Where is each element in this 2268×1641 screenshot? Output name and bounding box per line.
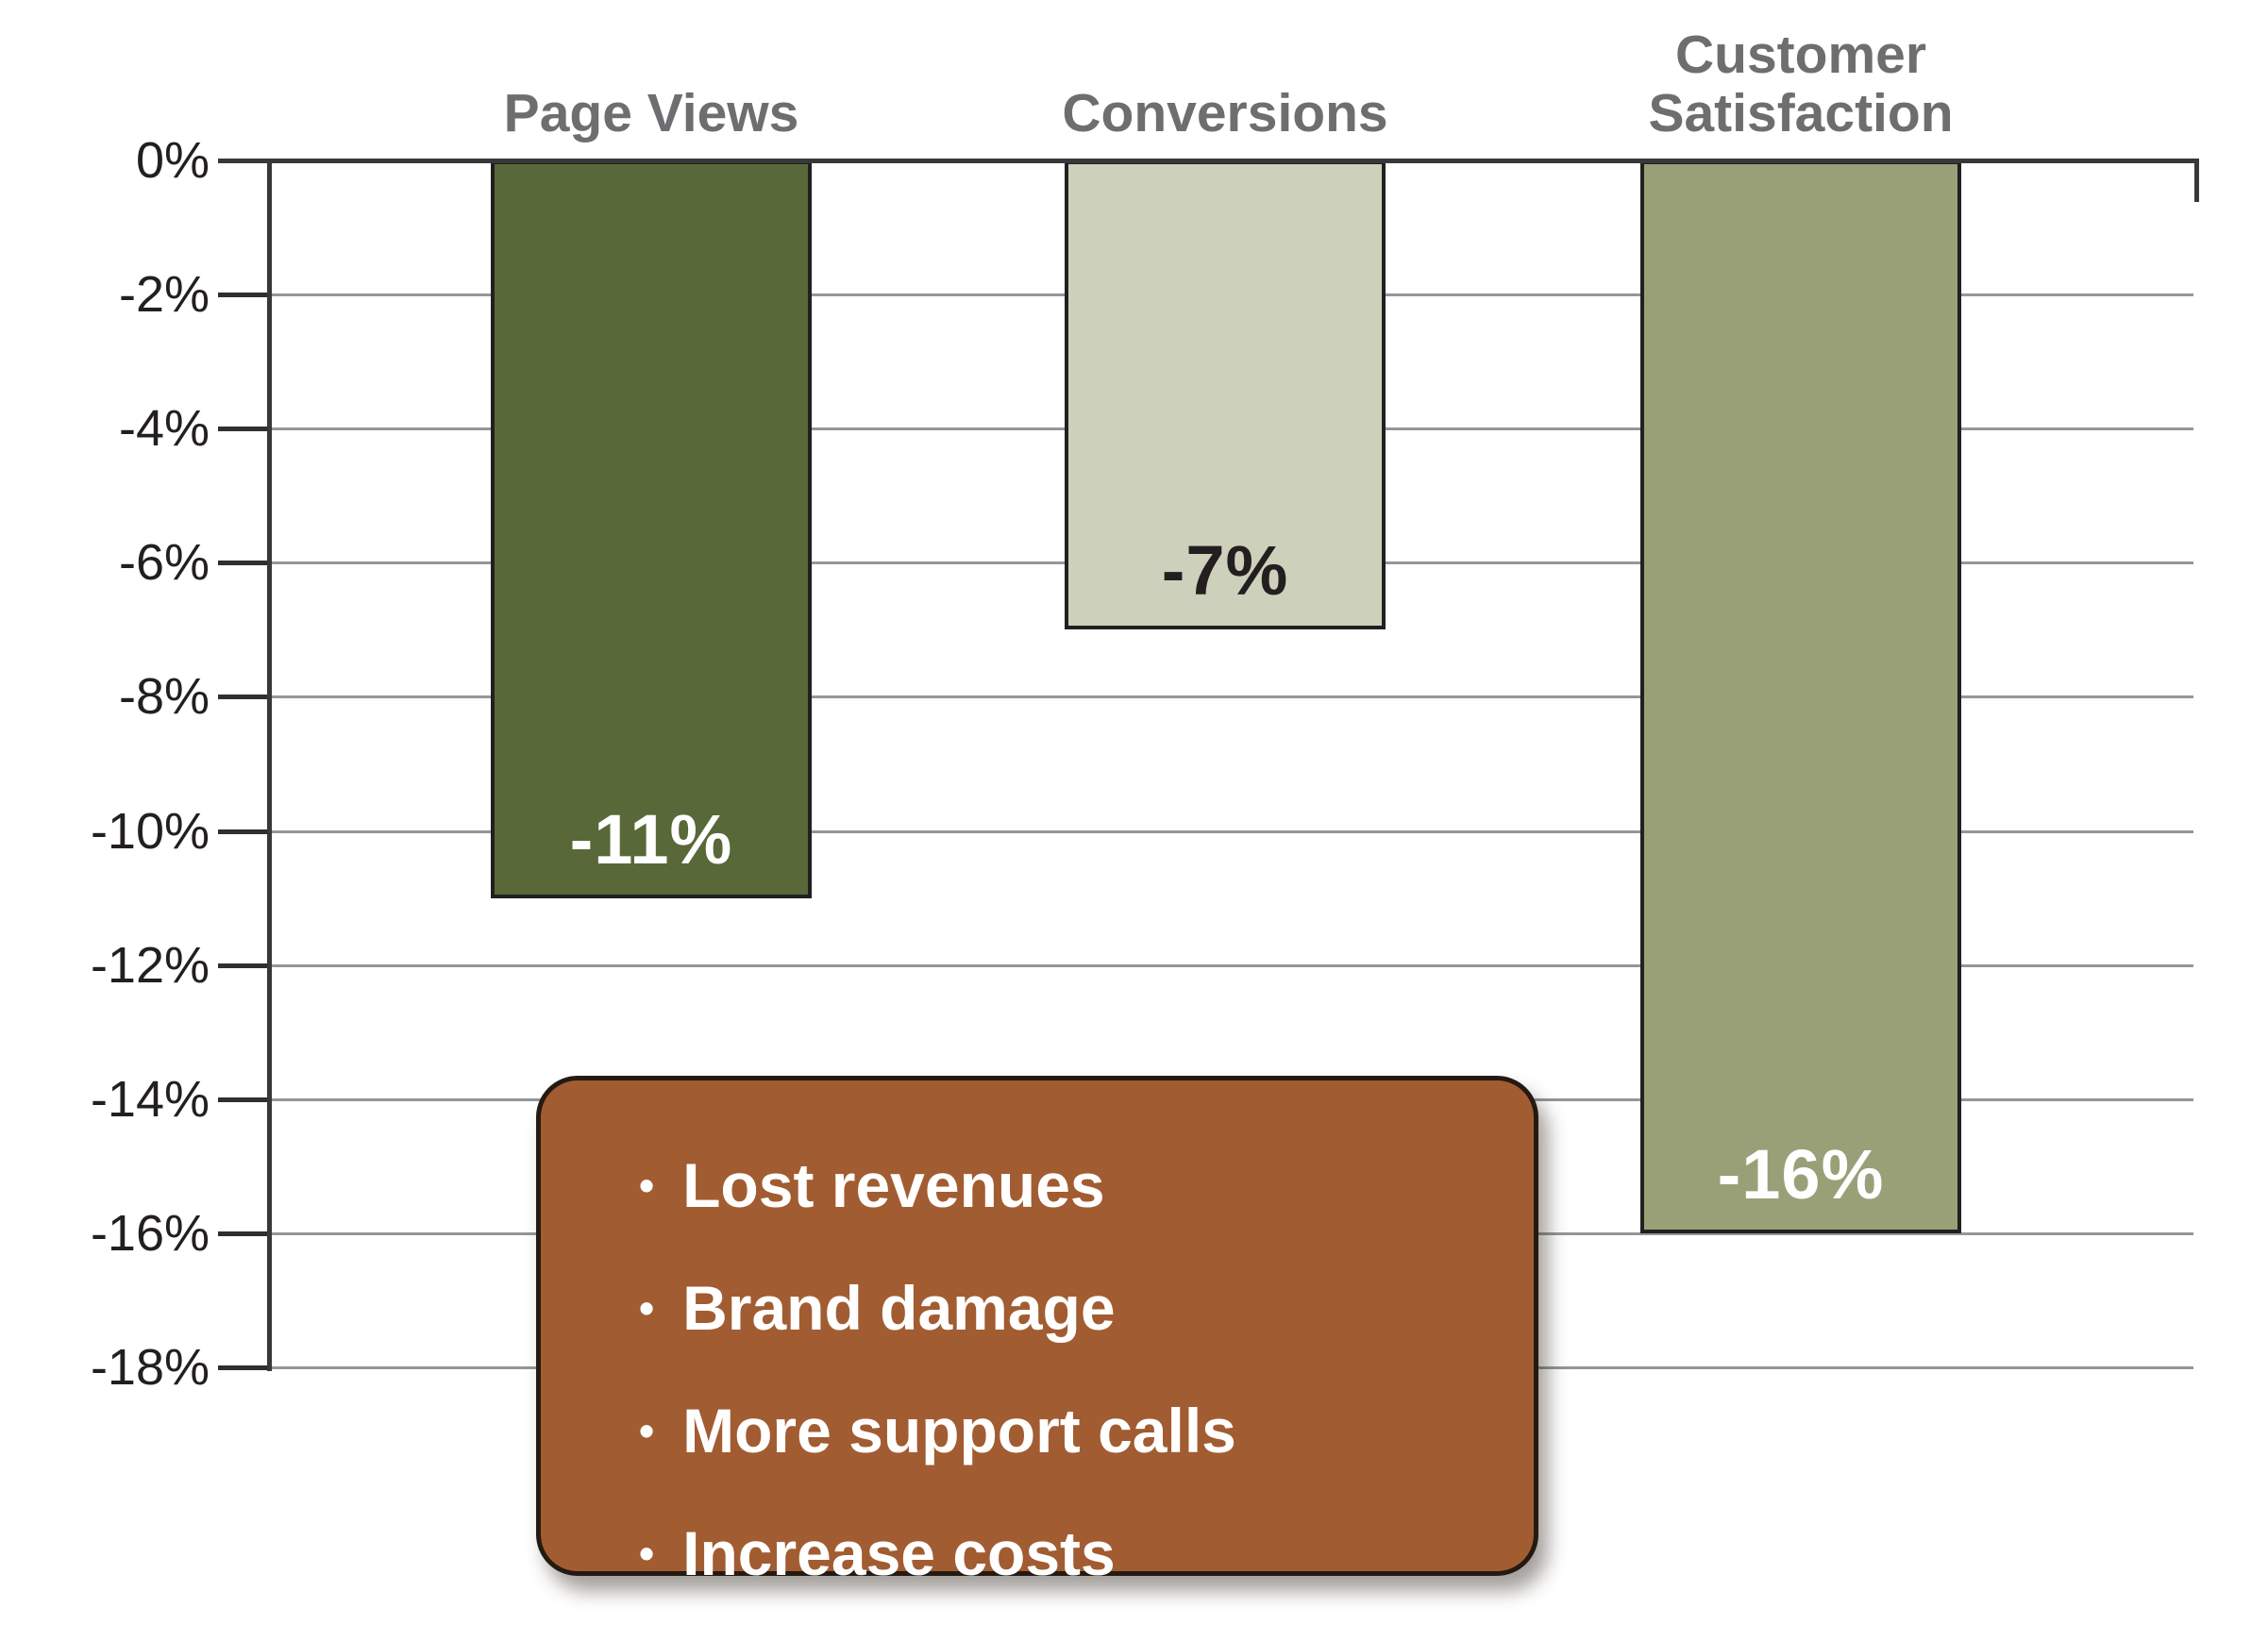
category-label-customer-satisfaction: Customer Satisfaction bbox=[1648, 24, 1954, 144]
y-axis-tick-label: 0% bbox=[135, 132, 210, 189]
y-axis-tick-label: -16% bbox=[90, 1204, 210, 1262]
callout-item-text: Increase costs bbox=[682, 1518, 1116, 1588]
bar-value-label: -16% bbox=[1717, 1134, 1885, 1214]
bar-conversions: -7% bbox=[1065, 160, 1386, 630]
callout-item: • More support calls bbox=[639, 1369, 1496, 1492]
bar-value-label: -11% bbox=[569, 799, 733, 879]
y-axis-tick-label: -2% bbox=[118, 266, 210, 324]
y-axis-tick-mark bbox=[218, 695, 271, 700]
y-axis-tick-mark bbox=[218, 1097, 271, 1102]
gridline bbox=[271, 829, 2193, 833]
y-axis-tick-label: -4% bbox=[118, 400, 210, 458]
callout-item-text: More support calls bbox=[682, 1396, 1236, 1465]
y-axis-tick-label: -14% bbox=[90, 1070, 210, 1128]
bullet-icon: • bbox=[639, 1406, 655, 1455]
callout-item-text: Brand damage bbox=[682, 1273, 1116, 1343]
bar-page-views: -11% bbox=[491, 160, 812, 898]
y-axis-tick-mark bbox=[218, 1365, 271, 1371]
gridline bbox=[271, 963, 2193, 967]
y-axis-line bbox=[267, 159, 272, 1371]
callout-item: • Lost revenues bbox=[639, 1124, 1496, 1247]
callout-item: • Brand damage bbox=[639, 1247, 1496, 1369]
y-axis-tick-label: -8% bbox=[118, 668, 210, 726]
category-label-page-views: Page Views bbox=[503, 83, 799, 144]
callout-box: • Lost revenues • Brand damage • More su… bbox=[536, 1076, 1538, 1588]
y-axis-tick-label: -10% bbox=[90, 802, 210, 860]
y-axis-tick-label: -12% bbox=[90, 936, 210, 994]
gridline bbox=[271, 695, 2193, 699]
y-axis-tick-mark bbox=[218, 1231, 271, 1236]
x-axis-zero-line bbox=[218, 159, 2199, 163]
y-axis-tick-mark bbox=[218, 293, 271, 298]
y-axis-tick-mark bbox=[218, 427, 271, 432]
y-axis-tick-label: -18% bbox=[90, 1339, 210, 1397]
bar-customer-satisfaction: -16% bbox=[1640, 160, 1961, 1233]
axis-right-end-tick bbox=[2194, 159, 2199, 202]
y-axis-tick-label: -6% bbox=[118, 534, 210, 592]
bullet-icon: • bbox=[639, 1161, 655, 1210]
callout-item-text: Lost revenues bbox=[682, 1150, 1105, 1220]
bar-value-label: -7% bbox=[1161, 531, 1289, 611]
y-axis-tick-mark bbox=[218, 829, 271, 834]
category-label-conversions: Conversions bbox=[1062, 83, 1388, 144]
y-axis-tick-mark bbox=[218, 561, 271, 566]
bullet-icon: • bbox=[639, 1283, 655, 1332]
callout-item: • Increase costs bbox=[639, 1492, 1496, 1615]
y-axis-tick-mark bbox=[218, 963, 271, 968]
bullet-icon: • bbox=[639, 1529, 655, 1578]
